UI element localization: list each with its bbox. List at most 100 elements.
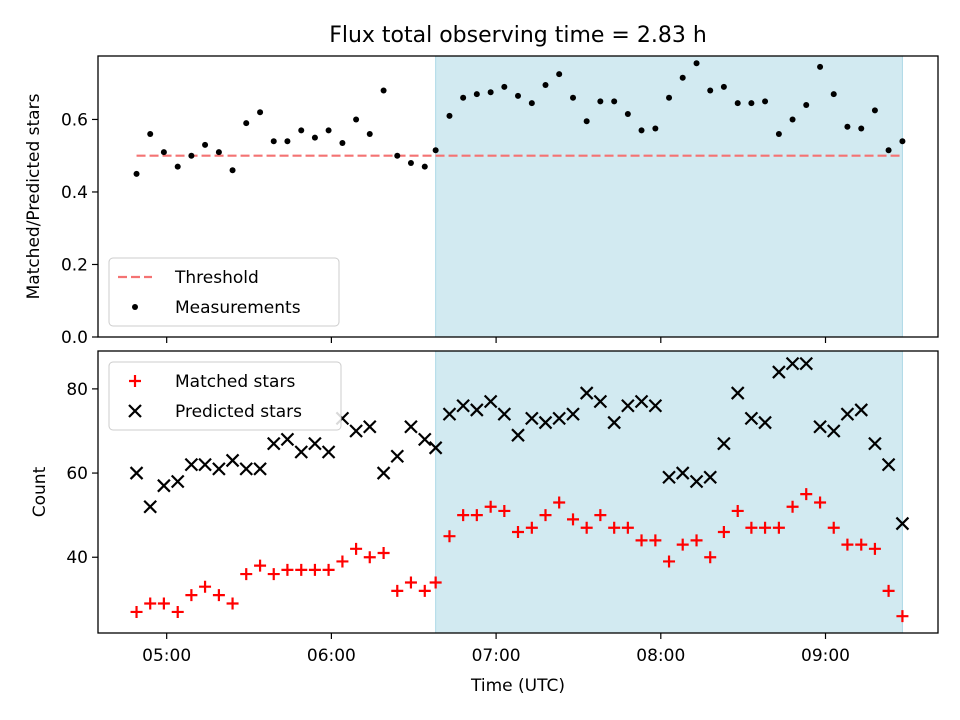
data-point [717,525,730,538]
data-point [353,116,360,123]
data-point [212,462,226,476]
legend: Threshold Measurements [108,257,340,327]
data-point [157,597,170,610]
data-point [840,407,855,421]
data-point [199,580,212,593]
data-point [858,125,865,132]
data-point [470,403,484,417]
data-point [281,563,294,576]
data-point [675,466,690,480]
data-point [827,521,840,534]
data-point [868,542,881,555]
legend-box [108,361,342,431]
data-point [652,125,659,132]
data-point [789,116,796,123]
data-point [583,118,590,125]
data-point [899,138,906,145]
data-point [130,605,143,618]
data-point [308,436,322,451]
y-tick-label: 60 [66,464,88,484]
data-point [225,453,240,468]
data-point [432,147,439,154]
data-point [253,462,267,476]
data-point [429,576,442,589]
data-point [404,419,418,434]
data-point [349,424,363,438]
data-point [243,120,250,127]
data-point [133,170,140,177]
data-point [515,92,521,99]
x-tick-label: 06:00 [307,646,356,666]
data-point [407,159,414,166]
data-point [322,563,335,576]
data-point [147,130,154,137]
data-point [662,470,676,485]
data-point [676,538,689,551]
data-point [460,94,467,101]
data-point [538,415,553,430]
data-point [442,407,457,421]
data-point [679,74,686,81]
data-point [336,555,349,568]
data-point [772,521,785,534]
data-point [501,83,508,90]
data-point [885,147,892,154]
data-point [157,478,171,493]
data-point [239,462,254,476]
data-point [881,457,896,472]
data-point [597,98,604,105]
data-point [295,563,308,576]
data-point [456,398,470,413]
legend: Matched stars Predicted stars [108,361,342,431]
data-point [380,87,387,94]
data-point [567,513,580,526]
data-point [160,149,167,156]
data-point [855,538,868,551]
data-point [817,63,824,70]
data-point [267,568,280,581]
data-point [830,91,837,98]
series-measurements [133,60,906,177]
data-point [528,100,535,107]
data-point [689,474,704,489]
data-point [254,559,267,572]
data-point [350,542,363,555]
data-point [497,407,512,421]
data-point [871,107,878,114]
series-matched-stars [130,488,909,623]
data-point [394,152,401,159]
chart-title: Flux total observing time = 2.83 h [329,23,707,48]
bottom-panel: 40 60 80 05:00 06:00 07:00 08:00 09:00 Count Time… [30,350,939,696]
data-point [762,98,769,105]
data-point [759,521,772,534]
axes-frame [97,350,939,634]
highlight-span [435,350,903,634]
data-point [525,411,539,426]
data-point [553,496,566,509]
data-point [663,555,676,568]
y-tick-label: 0.0 [61,328,88,348]
data-point [707,87,714,94]
data-point [868,436,882,451]
x-tick-label: 05:00 [142,646,191,666]
legend-box [108,257,340,327]
data-point [298,127,305,134]
data-point [649,534,662,547]
data-point [621,521,634,534]
data-point [170,474,185,489]
legend-measurement-swatch [132,304,138,310]
data-point [704,551,717,564]
data-point [882,584,895,597]
data-point [363,551,376,564]
data-point [844,123,851,130]
data-point [826,424,841,438]
data-point [428,441,443,455]
data-point [270,138,277,145]
data-point [745,521,758,534]
data-point [772,365,786,379]
data-point [321,445,336,459]
data-point [391,584,404,597]
data-point [635,534,648,547]
data-point [775,130,782,137]
